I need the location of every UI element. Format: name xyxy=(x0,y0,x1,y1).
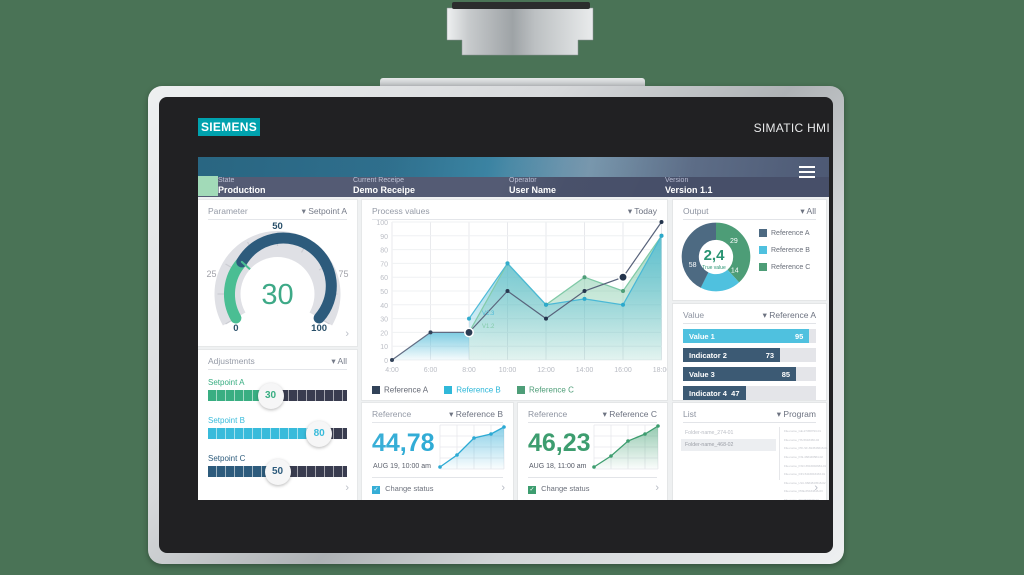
svg-text:30: 30 xyxy=(261,279,293,311)
svg-text:14:00: 14:00 xyxy=(576,367,594,374)
svg-text:12:00: 12:00 xyxy=(537,367,555,374)
svg-text:25: 25 xyxy=(206,269,216,279)
svg-text:10:00: 10:00 xyxy=(499,367,517,374)
svg-text:100: 100 xyxy=(376,220,388,227)
svg-text:10: 10 xyxy=(380,344,388,351)
svg-text:50: 50 xyxy=(380,289,388,296)
svg-text:0: 0 xyxy=(233,323,238,334)
svg-text:4:00: 4:00 xyxy=(385,367,399,374)
svg-text:70: 70 xyxy=(380,261,388,268)
svg-text:0: 0 xyxy=(384,358,388,365)
svg-text:18:00: 18:00 xyxy=(653,367,667,374)
svg-text:16:00: 16:00 xyxy=(614,367,632,374)
svg-text:40: 40 xyxy=(380,303,388,310)
svg-text:80: 80 xyxy=(380,248,388,255)
svg-text:8:00: 8:00 xyxy=(462,367,476,374)
svg-text:V2.3: V2.3 xyxy=(482,311,495,317)
svg-text:90: 90 xyxy=(380,234,388,241)
svg-text:60: 60 xyxy=(380,275,388,282)
svg-text:30: 30 xyxy=(380,317,388,324)
svg-text:6:00: 6:00 xyxy=(424,367,438,374)
svg-text:50: 50 xyxy=(272,221,283,232)
svg-text:100: 100 xyxy=(311,323,327,334)
svg-text:20: 20 xyxy=(380,330,388,337)
svg-text:V1.2: V1.2 xyxy=(482,324,495,330)
svg-text:75: 75 xyxy=(338,269,348,279)
